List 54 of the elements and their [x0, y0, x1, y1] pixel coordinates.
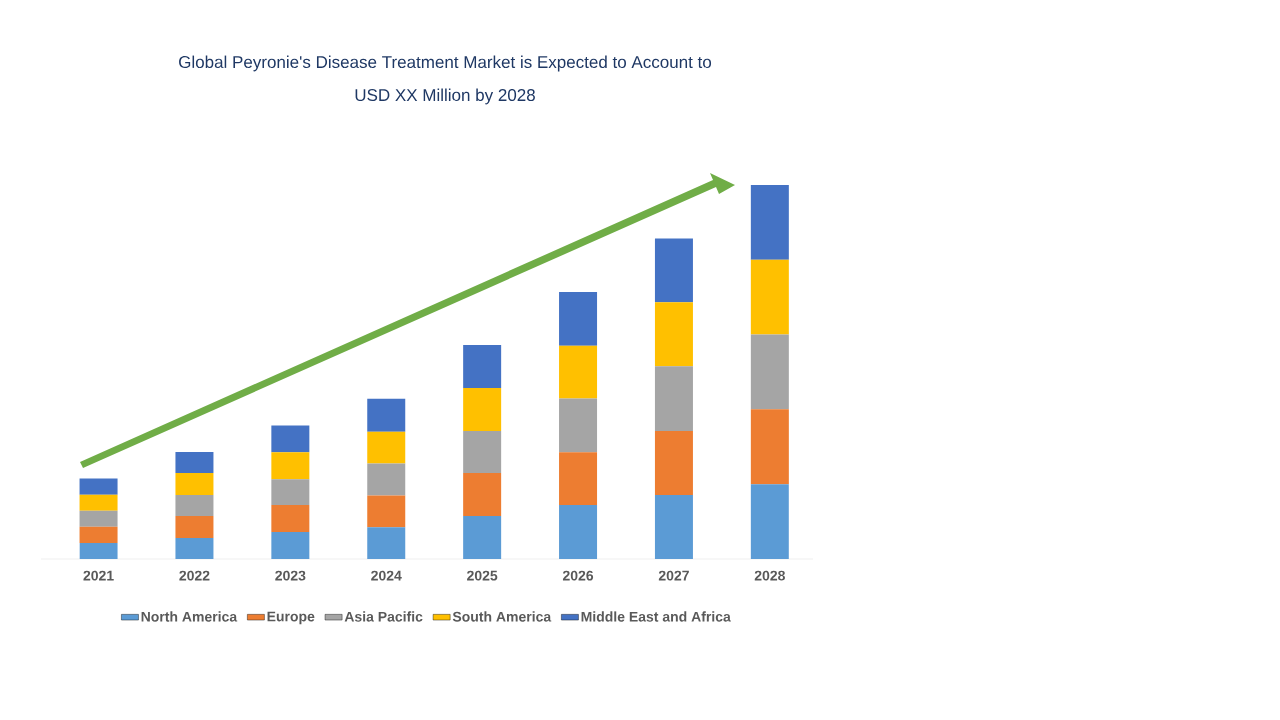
bar	[559, 398, 598, 453]
bar	[271, 505, 310, 533]
bar	[750, 184, 789, 260]
bar	[271, 452, 310, 480]
bar	[654, 238, 693, 303]
bar	[559, 345, 598, 399]
bar	[79, 494, 118, 511]
x-tick-label: 2026	[562, 570, 594, 581]
bar	[750, 409, 789, 485]
bar	[367, 527, 406, 559]
bar	[367, 431, 406, 464]
bar	[559, 291, 598, 346]
bar	[175, 538, 214, 559]
bar	[463, 388, 502, 432]
bar	[79, 542, 118, 559]
bar	[654, 366, 693, 432]
x-tick-label: 2028	[754, 570, 785, 581]
legend-label: Europe	[267, 611, 315, 625]
bar	[79, 526, 118, 543]
legend-label: North America	[141, 611, 238, 622]
bar	[750, 484, 789, 559]
bar	[367, 463, 406, 496]
bar	[463, 472, 502, 516]
bar	[271, 425, 310, 453]
bar	[271, 479, 310, 506]
x-tick-label: 2024	[371, 570, 402, 581]
bar	[463, 515, 502, 559]
bar	[367, 495, 406, 528]
bar	[559, 505, 598, 559]
bar	[559, 452, 598, 506]
bar	[79, 478, 118, 495]
bar	[175, 451, 214, 473]
bar	[271, 532, 310, 559]
bar	[367, 398, 406, 432]
bar	[654, 495, 693, 559]
bar	[175, 472, 214, 496]
bar	[654, 302, 693, 367]
bar	[750, 334, 789, 410]
chart-title: Global Peyronie's Disease Treatment Market is Expected to Account to USD XX Million by 2028	[179, 55, 712, 105]
x-tick-label: 2021	[83, 570, 114, 581]
legend-label: Asia Pacific	[344, 611, 423, 622]
bar	[463, 431, 502, 473]
legend-label: South America	[452, 611, 552, 622]
legend-label: Middle East and Africa	[581, 611, 731, 622]
x-tick-label: 2025	[467, 570, 498, 581]
bar	[750, 259, 789, 335]
x-tick-label: 2023	[275, 570, 306, 581]
x-tick-label: 2027	[658, 570, 689, 581]
bar	[654, 431, 693, 496]
bar	[175, 515, 214, 539]
x-tick-label: 2022	[179, 570, 210, 581]
bar	[463, 345, 502, 389]
bar	[79, 510, 118, 527]
bar	[175, 495, 214, 516]
